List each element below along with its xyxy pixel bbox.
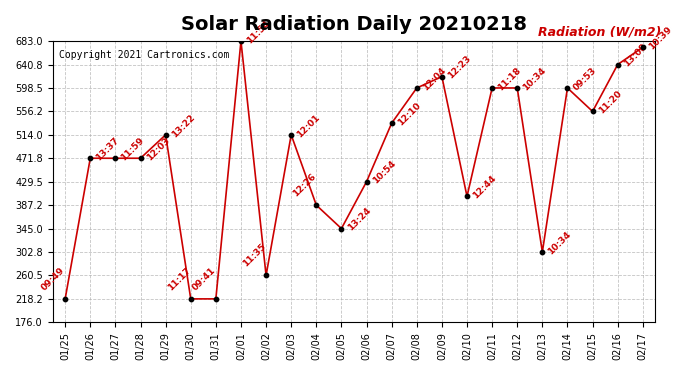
Point bbox=[512, 85, 523, 91]
Text: 10:34: 10:34 bbox=[522, 66, 548, 92]
Point bbox=[587, 108, 598, 114]
Point bbox=[612, 62, 623, 68]
Text: 13:24: 13:24 bbox=[346, 206, 373, 233]
Point bbox=[486, 85, 497, 91]
Text: 10:54: 10:54 bbox=[371, 159, 397, 186]
Text: 12:03: 12:03 bbox=[145, 136, 171, 162]
Point bbox=[638, 44, 649, 50]
Point bbox=[386, 120, 397, 126]
Point bbox=[462, 194, 473, 200]
Point bbox=[310, 202, 322, 208]
Title: Solar Radiation Daily 20210218: Solar Radiation Daily 20210218 bbox=[181, 15, 527, 34]
Point bbox=[235, 38, 246, 44]
Text: 12:26: 12:26 bbox=[291, 172, 318, 198]
Point bbox=[110, 155, 121, 161]
Point bbox=[562, 85, 573, 91]
Text: 09:49: 09:49 bbox=[40, 265, 67, 292]
Point bbox=[261, 272, 272, 278]
Text: 13:08: 13:08 bbox=[622, 42, 649, 69]
Text: 10:39: 10:39 bbox=[647, 25, 673, 51]
Text: 13:22: 13:22 bbox=[170, 112, 197, 139]
Point bbox=[160, 132, 171, 138]
Point bbox=[436, 74, 447, 80]
Point bbox=[411, 85, 422, 91]
Text: 11:54: 11:54 bbox=[245, 19, 272, 45]
Point bbox=[537, 249, 548, 255]
Point bbox=[210, 296, 221, 302]
Text: 13:37: 13:37 bbox=[95, 136, 121, 162]
Text: 12:04: 12:04 bbox=[421, 66, 448, 92]
Point bbox=[59, 296, 70, 302]
Text: Radiation (W/m2): Radiation (W/m2) bbox=[538, 25, 662, 38]
Text: 11:20: 11:20 bbox=[597, 89, 623, 116]
Point bbox=[135, 155, 146, 161]
Point bbox=[85, 155, 96, 161]
Point bbox=[286, 132, 297, 138]
Text: 12:23: 12:23 bbox=[446, 54, 473, 81]
Text: 09:53: 09:53 bbox=[571, 66, 598, 92]
Text: 11:17: 11:17 bbox=[166, 265, 193, 292]
Text: 10:34: 10:34 bbox=[546, 230, 573, 256]
Text: Copyright 2021 Cartronics.com: Copyright 2021 Cartronics.com bbox=[59, 50, 229, 60]
Text: 11:18: 11:18 bbox=[496, 66, 523, 92]
Point bbox=[361, 179, 372, 185]
Point bbox=[185, 296, 196, 302]
Text: 09:41: 09:41 bbox=[191, 265, 217, 292]
Text: 11:59: 11:59 bbox=[119, 136, 146, 162]
Text: 12:10: 12:10 bbox=[396, 101, 422, 128]
Text: 12:44: 12:44 bbox=[471, 174, 498, 201]
Text: 11:35: 11:35 bbox=[241, 242, 268, 268]
Point bbox=[336, 225, 347, 231]
Text: 12:01: 12:01 bbox=[295, 112, 322, 139]
